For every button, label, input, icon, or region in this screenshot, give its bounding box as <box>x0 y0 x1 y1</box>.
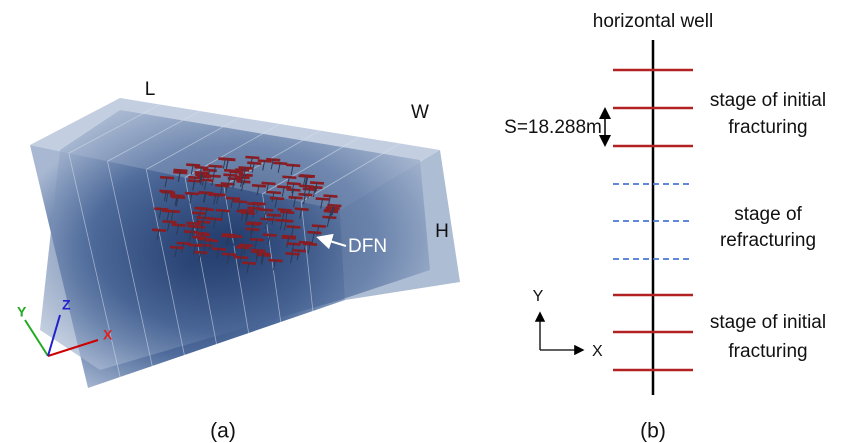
width-label: W <box>411 102 429 123</box>
caption: (b) <box>640 420 666 443</box>
stage-label: refracturing <box>720 230 816 251</box>
stage-label: fracturing <box>728 117 807 138</box>
stage-label: stage of <box>734 204 802 225</box>
x-axis-label: X <box>103 327 113 343</box>
height-label: H <box>435 221 449 242</box>
caption: (a) <box>210 420 236 443</box>
length-label: L <box>145 79 156 100</box>
stage-label: fracturing <box>728 341 807 362</box>
panel-a: L W H DFN X Y Z (a) <box>17 79 460 443</box>
y-axis-label: Y <box>533 288 544 305</box>
panel-b: horizontal well S=18.288m stage of initi… <box>504 11 826 443</box>
y-axis-label: Y <box>17 304 27 320</box>
figure: L W H DFN X Y Z (a) horizontal well S=18 <box>0 0 851 443</box>
spacing-label: S=18.288m <box>504 117 602 138</box>
well-title: horizontal well <box>593 11 713 32</box>
dfn-label: DFN <box>348 236 387 257</box>
stage-label: stage of initial <box>710 312 826 333</box>
z-axis-label: Z <box>62 297 71 313</box>
stage-label: stage of initial <box>710 90 826 111</box>
x-axis-label: X <box>592 343 603 360</box>
